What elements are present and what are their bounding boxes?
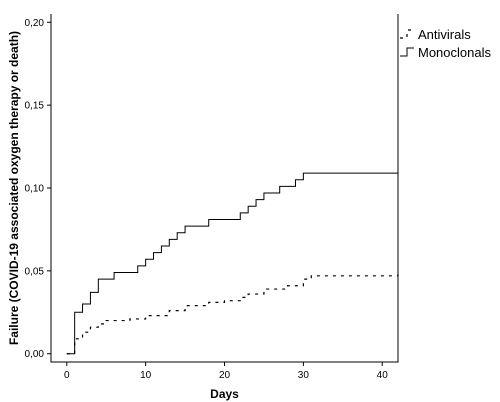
x-axis: 0 10 20 30 40 (64, 362, 388, 381)
x-tick-label: 40 (377, 370, 389, 381)
series-layer (66, 166, 399, 355)
x-axis-title: Days (210, 387, 239, 401)
legend-key-monoclonals (400, 47, 414, 57)
y-tick-label: 0,05 (25, 266, 45, 277)
legend-key-antivirals (400, 29, 414, 39)
y-axis-title: Failure (COVID-19 associated oxygen ther… (7, 31, 21, 345)
y-tick-label: 0,10 (25, 184, 45, 195)
x-tick-label: 30 (298, 370, 310, 381)
y-tick-label: 0,20 (25, 18, 45, 29)
x-tick-label: 20 (219, 370, 231, 381)
y-axis: 0,00 0,05 0,10 0,15 0,20 (25, 18, 51, 360)
y-tick-label: 0,00 (25, 349, 45, 360)
legend: Antivirals Monoclonals (400, 27, 491, 60)
plot-frame (50, 14, 399, 363)
series-antivirals-line (66, 274, 399, 355)
x-tick-label: 10 (140, 370, 152, 381)
legend-label-monoclonals: Monoclonals (418, 45, 491, 60)
y-tick-label: 0,15 (25, 101, 45, 112)
series-monoclonals-line (66, 166, 399, 355)
plot-border (50, 14, 399, 363)
x-tick-label: 0 (64, 370, 70, 381)
legend-label-antivirals: Antivirals (418, 27, 471, 42)
